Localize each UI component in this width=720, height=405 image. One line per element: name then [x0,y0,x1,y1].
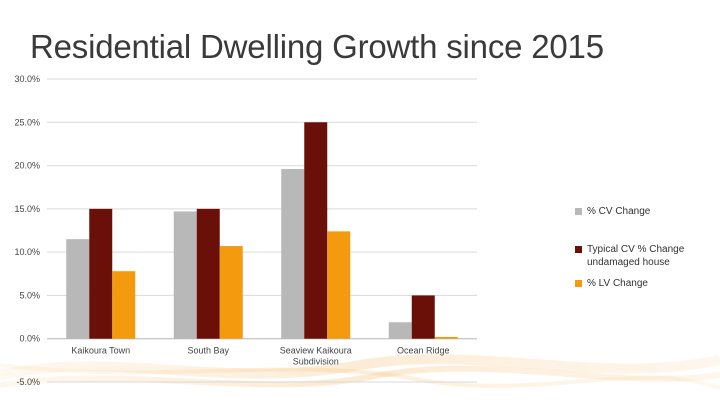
bar-typical-2 [304,122,328,339]
x-category-label: Kaikoura Town [71,346,130,356]
legend-swatch-typical [575,246,582,253]
bar-lv-1 [219,246,243,339]
legend-label-lv: % LV Change [587,278,648,289]
x-category-label: South Bay [187,346,229,356]
y-tick-label: 10.0% [14,247,40,257]
x-category-label: Seaview Kaikoura Subdivision [280,346,352,367]
axis-labels: 30.0% 25.0% 20.0% 15.0% 10.0% 5.0% 0.0% -5.0% Ka… [14,74,449,387]
y-tick-label: 15.0% [14,204,40,214]
bar-cv-3 [388,322,412,339]
slide-title: Residential Dwelling Growth since 2015 [30,28,604,65]
x-category-label: Ocean Ridge [397,346,450,356]
legend-label-typical: Typical CV % Change undamaged house [587,244,685,268]
legend-swatch-cv [575,208,582,215]
bar-typical-0 [89,208,113,339]
bar-cv-0 [66,239,90,339]
bar-typical-3 [411,295,435,339]
bars [66,122,458,339]
legend-item-cv: % CV Change [575,205,715,218]
bar-lv-0 [112,271,136,339]
y-tick-label: 5.0% [19,290,40,300]
bar-lv-2 [327,231,351,339]
y-tick-label: 20.0% [14,161,40,171]
chart-legend: % CV Change Typical CV % Change undamage… [575,205,715,298]
legend-swatch-lv [575,280,582,287]
y-tick-label: 30.0% [14,74,40,84]
y-tick-label: 0.0% [19,334,40,344]
legend-label-cv: % CV Change [587,206,651,217]
legend-item-lv: % LV Change [575,277,715,290]
bar-cv-1 [173,211,197,339]
y-tick-label: 25.0% [14,117,40,127]
bar-typical-1 [196,208,220,339]
background-sparkle-decoration [0,354,720,390]
y-tick-label: -5.0% [16,377,40,387]
bar-cv-2 [281,169,305,339]
bar-lv-3 [434,336,458,339]
legend-item-typical: Typical CV % Change undamaged house [575,243,715,269]
